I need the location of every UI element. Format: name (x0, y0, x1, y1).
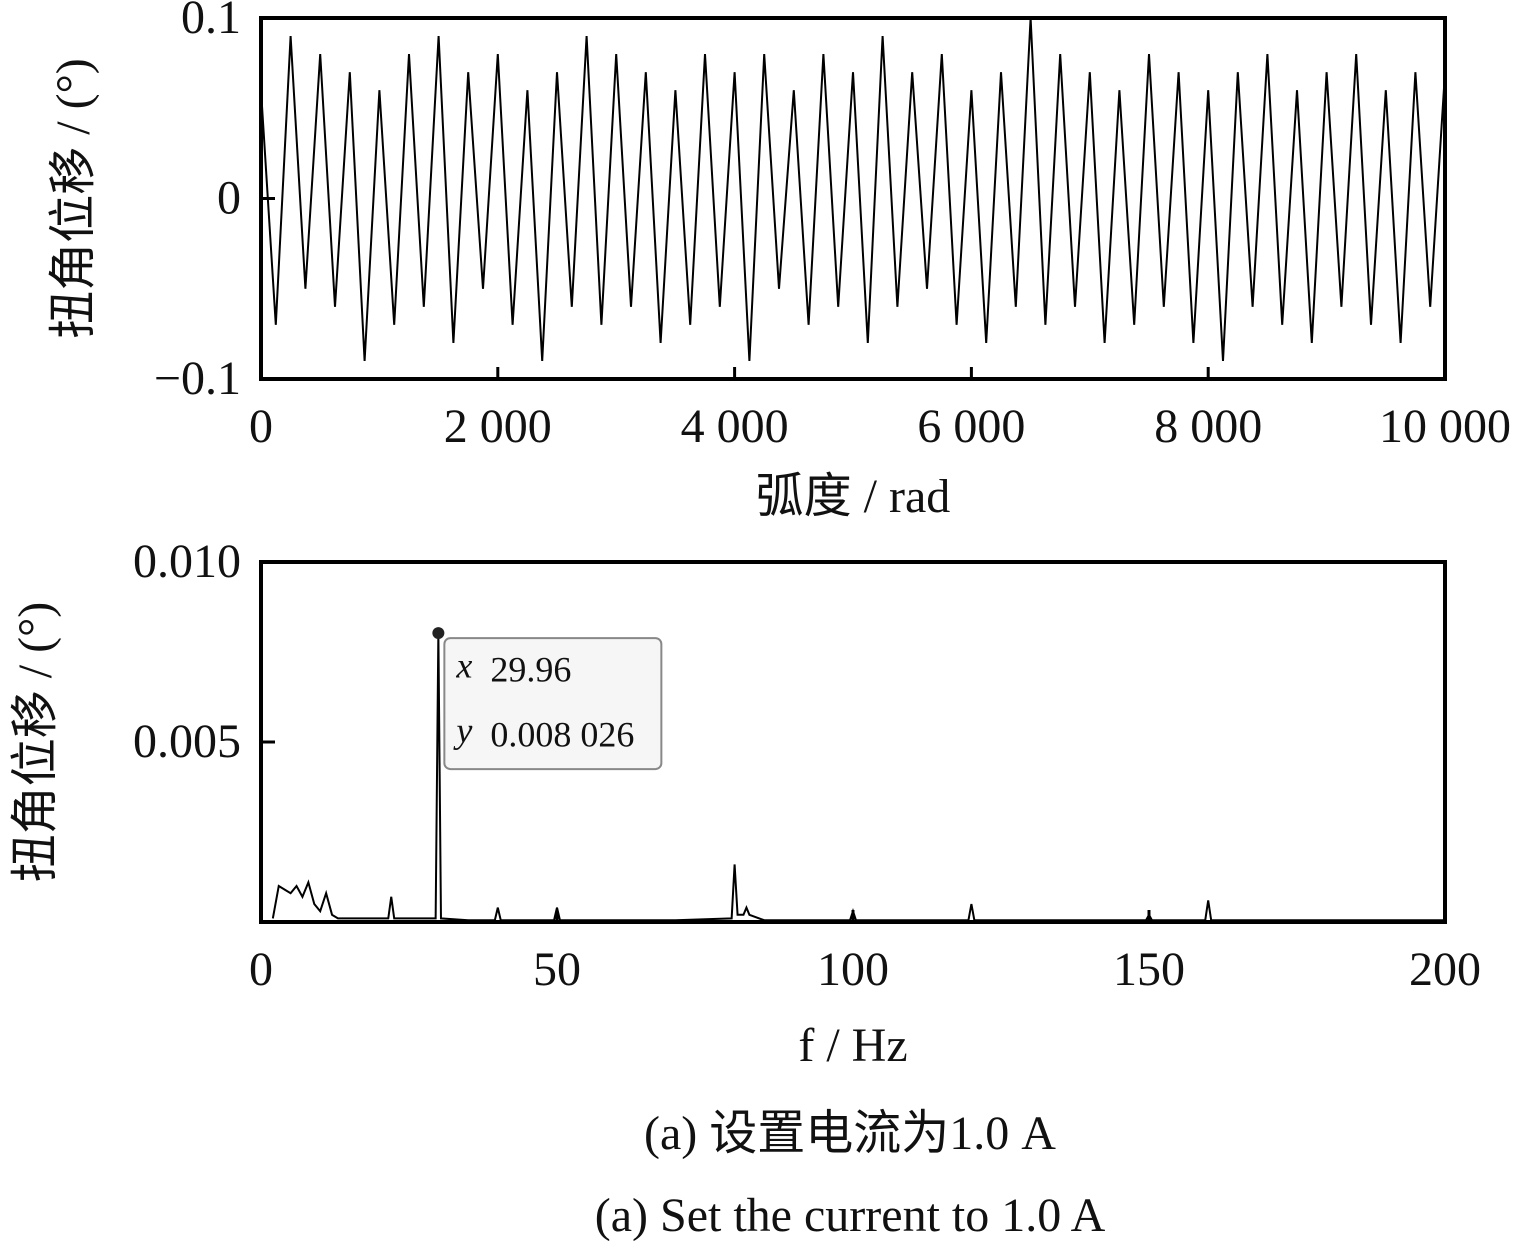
y-tick-label: 0.005 (133, 715, 241, 768)
x-tick-label: 0 (249, 400, 273, 453)
x-tick-label: 100 (817, 943, 889, 996)
plot-frame (259, 560, 1447, 924)
plot-frame (259, 16, 1447, 381)
x-tick-label: 10 000 (1379, 400, 1511, 453)
x-tick-label: 4 000 (681, 400, 789, 453)
y-tick-label: 0.1 (181, 0, 241, 44)
data-line (260, 17, 1446, 362)
datatip-x-name: x (455, 645, 472, 685)
y-tick-label: −0.1 (154, 352, 241, 405)
y-axis-label: 扭角位移 / (°) (47, 58, 100, 339)
y-tick-label: 0.010 (133, 535, 241, 588)
y-tick-label: 0 (217, 172, 241, 225)
x-tick-label: 6 000 (917, 400, 1025, 453)
y-axis-label: 扭角位移 / (°) (9, 602, 62, 883)
x-tick-label: 2 000 (444, 400, 552, 453)
x-tick-label: 150 (1113, 943, 1185, 996)
datatip-box (443, 637, 663, 771)
datatip-y-value: 0.008 026 (490, 714, 634, 754)
x-tick-label: 0 (249, 943, 273, 996)
datatip-x-value: 29.96 (490, 649, 571, 689)
caption-en: (a) Set the current to 1.0 A (595, 1189, 1106, 1242)
datatip-marker (432, 627, 445, 640)
x-tick-label: 50 (533, 943, 581, 996)
datatip-y-name: y (453, 710, 472, 750)
x-tick-label: 200 (1409, 943, 1481, 996)
x-axis-label: 弧度 / rad (756, 470, 951, 523)
x-axis-label: f / Hz (798, 1019, 907, 1072)
caption-cn: (a) 设置电流为1.0 A (644, 1107, 1056, 1160)
x-tick-label: 8 000 (1154, 400, 1262, 453)
